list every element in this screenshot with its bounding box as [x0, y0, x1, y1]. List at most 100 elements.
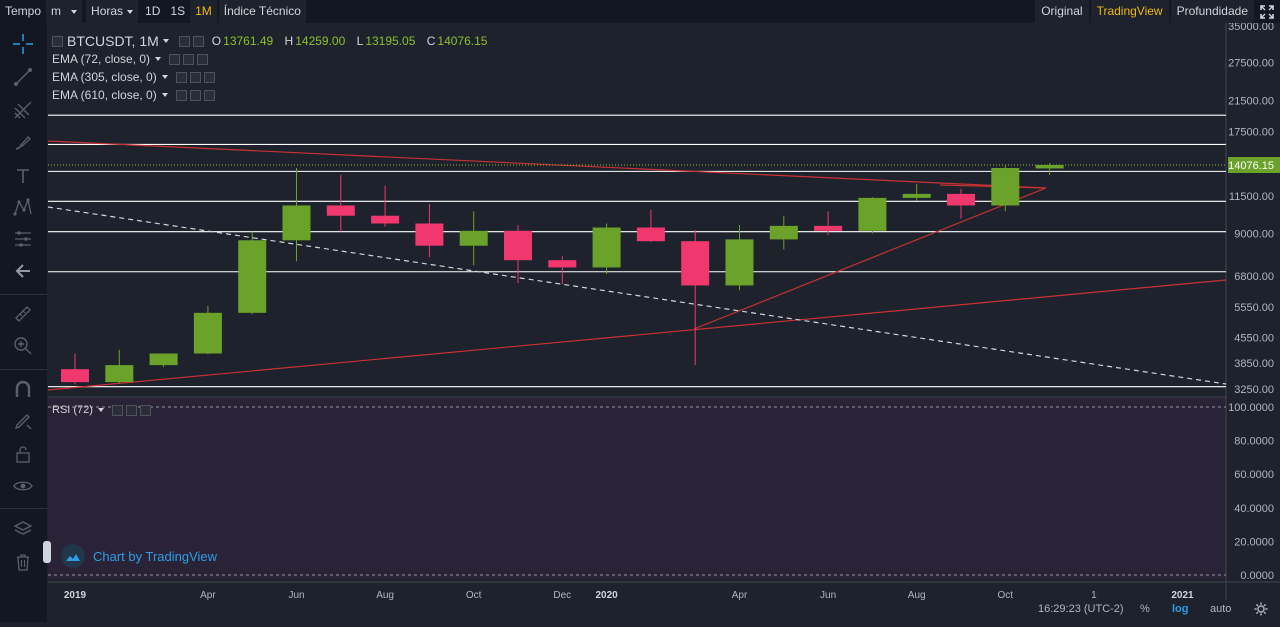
ascending-trendline[interactable]	[47, 279, 1227, 391]
symbol-label[interactable]: BTCUSDT, 1M	[67, 33, 159, 49]
price-tick-label: 5550.00	[1234, 302, 1274, 314]
interval-1s[interactable]: 1S	[170, 4, 186, 18]
candle	[902, 183, 931, 201]
candle-body	[592, 227, 621, 268]
current-price-label: 14076.15	[1228, 160, 1274, 172]
high-key: H	[284, 34, 294, 48]
fib-tool-icon[interactable]	[11, 98, 35, 122]
price-tick-label: 27500.00	[1228, 58, 1274, 70]
indicators-button[interactable]: Índice Técnico	[218, 0, 306, 23]
chevron-down-icon[interactable]	[162, 39, 169, 43]
eye-icon[interactable]	[11, 474, 35, 498]
dashed-trendline[interactable]	[47, 206, 1227, 385]
current-price-badge	[1228, 157, 1280, 173]
drawing-mode-icon[interactable]	[11, 409, 35, 433]
gear-icon[interactable]	[1254, 602, 1268, 619]
candle-body	[105, 365, 134, 383]
minutes-dropdown[interactable]: m	[46, 0, 83, 23]
time-axis[interactable]: 2019 Apr Jun Aug Oct Dec 2020 Apr Jun Aug Oct 1 2021	[64, 590, 1194, 601]
candle-body	[1035, 165, 1064, 169]
close-icon[interactable]	[139, 404, 151, 416]
candle	[636, 209, 665, 243]
triangle-drawing[interactable]	[693, 184, 1047, 330]
view-original[interactable]: Original	[1035, 0, 1089, 23]
pane-resize-handle[interactable]	[43, 541, 51, 563]
time-tick-label: Dec	[553, 590, 571, 601]
brush-icon[interactable]	[11, 131, 35, 155]
trash-icon[interactable]	[11, 550, 35, 574]
chevron-down-icon[interactable]	[97, 408, 104, 412]
time-tick-label: Apr	[732, 590, 748, 601]
trend-line-icon[interactable]	[11, 65, 35, 89]
settings-icon[interactable]	[183, 53, 195, 65]
collapse-icon[interactable]	[52, 35, 63, 47]
chevron-down-icon[interactable]	[161, 75, 168, 79]
prediction-icon[interactable]	[11, 227, 35, 251]
candle	[282, 168, 311, 262]
percent-scale-toggle[interactable]: %	[1140, 603, 1150, 615]
settings-icon[interactable]	[192, 35, 204, 47]
zoom-in-icon[interactable]	[11, 334, 35, 358]
pattern-icon[interactable]	[11, 195, 35, 219]
ruler-icon[interactable]	[11, 302, 35, 326]
time-tick-label: 1	[1091, 590, 1097, 601]
candle-body	[681, 241, 710, 286]
tradingview-watermark[interactable]: Chart by TradingView	[61, 544, 217, 568]
interval-1d[interactable]: 1D	[145, 4, 161, 18]
magnet-icon[interactable]	[11, 377, 35, 401]
price-chart[interactable]: 35000.00 27500.00 21500.00 17500.00 14076.15…	[47, 21, 1280, 622]
settings-icon[interactable]	[189, 71, 201, 83]
candle	[725, 225, 754, 291]
close-icon[interactable]	[203, 71, 215, 83]
view-tradingview[interactable]: TradingView	[1090, 0, 1169, 23]
ema-610-label[interactable]: EMA (610, close, 0)	[52, 88, 157, 102]
ema-72-label[interactable]: EMA (72, close, 0)	[52, 52, 151, 66]
candle-body	[149, 353, 178, 366]
candle-body	[282, 205, 311, 241]
rsi-axis[interactable]: 100.0000 80.0000 60.0000 40.0000 20.0000 0.00…	[1228, 402, 1274, 582]
log-scale-toggle[interactable]: log	[1172, 603, 1189, 615]
auto-scale-toggle[interactable]: auto	[1210, 603, 1232, 615]
candle	[1035, 163, 1064, 175]
rsi-label[interactable]: RSI (72)	[52, 404, 93, 416]
close-icon[interactable]	[203, 89, 215, 101]
time-tick-label: Jun	[820, 590, 836, 601]
visibility-icon[interactable]	[178, 35, 190, 47]
rsi-pane	[48, 398, 1226, 579]
back-arrow-icon[interactable]	[11, 259, 35, 283]
ema-305-label[interactable]: EMA (305, close, 0)	[52, 70, 157, 84]
view-depth[interactable]: Profundidade	[1170, 0, 1254, 23]
close-key: C	[426, 34, 436, 48]
toolbar-divider	[0, 369, 47, 370]
interval-1m[interactable]: 1M	[190, 0, 217, 23]
time-tick-label: Oct	[466, 590, 482, 601]
chevron-down-icon[interactable]	[155, 57, 162, 61]
layers-icon[interactable]	[11, 517, 35, 541]
ema-610-legend: EMA (610, close, 0)	[52, 88, 215, 102]
hours-dropdown[interactable]: Horas	[86, 0, 139, 23]
candle	[371, 185, 400, 227]
low-key: L	[356, 34, 364, 48]
candle	[814, 211, 843, 236]
crosshair-icon[interactable]	[11, 32, 35, 56]
settings-icon[interactable]	[125, 404, 137, 416]
visibility-icon[interactable]	[175, 89, 187, 101]
watermark-text: Chart by TradingView	[93, 548, 218, 564]
chevron-down-icon[interactable]	[161, 93, 168, 97]
candle-body	[504, 230, 532, 261]
fullscreen-icon[interactable]	[1254, 0, 1280, 23]
visibility-icon[interactable]	[169, 53, 181, 65]
price-axis[interactable]: 35000.00 27500.00 21500.00 17500.00 14076.15…	[1228, 21, 1280, 396]
candle	[504, 225, 532, 284]
time-tick-label: 2020	[595, 590, 618, 601]
candle	[681, 229, 710, 366]
candle-body	[238, 240, 267, 313]
visibility-icon[interactable]	[111, 404, 123, 416]
close-icon[interactable]	[197, 53, 209, 65]
visibility-icon[interactable]	[175, 71, 187, 83]
lock-icon[interactable]	[11, 442, 35, 466]
settings-icon[interactable]	[189, 89, 201, 101]
price-tick-label: 6800.00	[1234, 271, 1274, 283]
chart-area[interactable]: 35000.00 27500.00 21500.00 17500.00 14076.15…	[47, 21, 1280, 622]
text-tool-icon[interactable]	[11, 164, 35, 188]
